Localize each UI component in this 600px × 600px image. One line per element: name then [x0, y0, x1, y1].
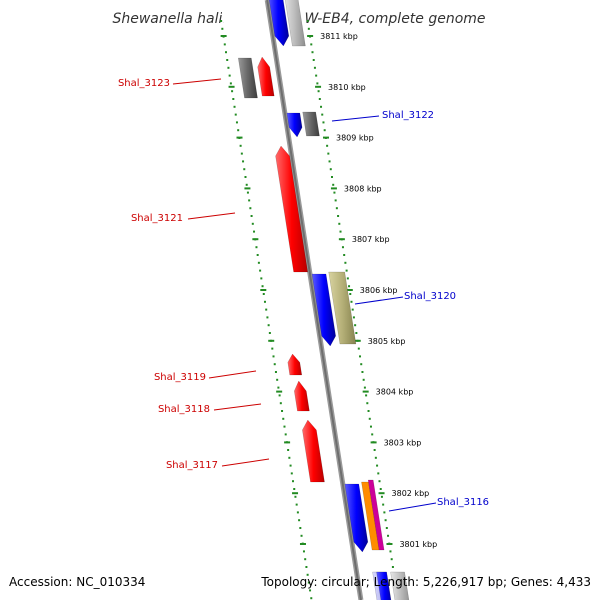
- light-feature-top: [284, 0, 306, 47]
- outer-dotted-track: [306, 20, 399, 600]
- tick-label: 3810 kbp: [328, 83, 366, 92]
- gene-label: Shal_3121: [131, 213, 183, 224]
- gene-label-group: Shal_3123: [118, 78, 222, 89]
- gene-leader-line: [221, 458, 270, 467]
- reverse-gene-3116: [344, 483, 369, 553]
- gene-label-group: Shal_3119: [154, 370, 257, 383]
- magenta-feature-3116: [367, 479, 385, 551]
- reverse-gene-3122: [286, 112, 303, 138]
- gene-label: Shal_3117: [166, 460, 218, 471]
- forward-gene-3118: [294, 380, 310, 412]
- gene-label: Shal_3116: [437, 497, 489, 508]
- forward-gene-3117: [302, 419, 325, 483]
- gene-label: Shal_3118: [158, 404, 210, 415]
- gene-leader-line: [208, 370, 257, 379]
- gene-label: Shal_3122: [382, 110, 434, 121]
- gene-leader-line: [354, 296, 404, 305]
- gene-label-group: Shal_3122: [331, 110, 434, 122]
- inner-dotted-track: [220, 20, 313, 600]
- gene-label-group: Shal_3121: [131, 212, 236, 224]
- gray-feature-3123: [237, 57, 258, 99]
- reverse-gene-top: [268, 0, 290, 47]
- olive-feature-3120: [328, 271, 357, 345]
- gene-leader-line: [187, 212, 236, 220]
- forward-gene-3121: [275, 145, 308, 273]
- gene-label-group: Shal_3117: [166, 458, 270, 471]
- tick-label: 3807 kbp: [352, 235, 390, 244]
- tick-label: 3804 kbp: [376, 388, 414, 397]
- tick-label: 3809 kbp: [336, 134, 374, 143]
- tick-label: 3801 kbp: [399, 540, 437, 549]
- tick-label: 3808 kbp: [344, 184, 382, 193]
- gray-feature-3122: [302, 111, 320, 137]
- map-art: 3811 kbp 3810 kbp 3809 kbp 3808 kbp 3807 kbp…: [118, 0, 489, 600]
- gene-label-group: Shal_3120: [354, 291, 456, 305]
- reverse-gene-bottom: [376, 571, 392, 600]
- light-feature-bottom: [390, 571, 410, 600]
- accession-text: Accession: NC_010334: [9, 575, 146, 589]
- tick-label: 3803 kbp: [384, 438, 422, 447]
- tick-label: 3811 kbp: [320, 32, 358, 41]
- gene-label: Shal_3119: [154, 372, 206, 383]
- forward-gene-3123: [257, 56, 275, 97]
- gene-leader-line: [331, 115, 380, 122]
- genome-summary-text: Topology: circular; Length: 5,226,917 bp…: [261, 575, 591, 589]
- gene-label: Shal_3123: [118, 78, 170, 89]
- gene-label-group: Shal_3118: [158, 403, 262, 415]
- gene-leader-line: [213, 403, 262, 411]
- gene-label: Shal_3120: [404, 291, 456, 302]
- reverse-gene-3120: [311, 273, 336, 347]
- tick-label: 3802 kbp: [392, 489, 430, 498]
- gene-leader-line: [388, 502, 437, 512]
- gene-leader-line: [172, 78, 222, 85]
- forward-gene-3119: [287, 353, 303, 376]
- tick-label: 3806 kbp: [360, 286, 398, 295]
- gene-label-group: Shal_3116: [388, 497, 489, 512]
- tick-label: 3805 kbp: [368, 337, 406, 346]
